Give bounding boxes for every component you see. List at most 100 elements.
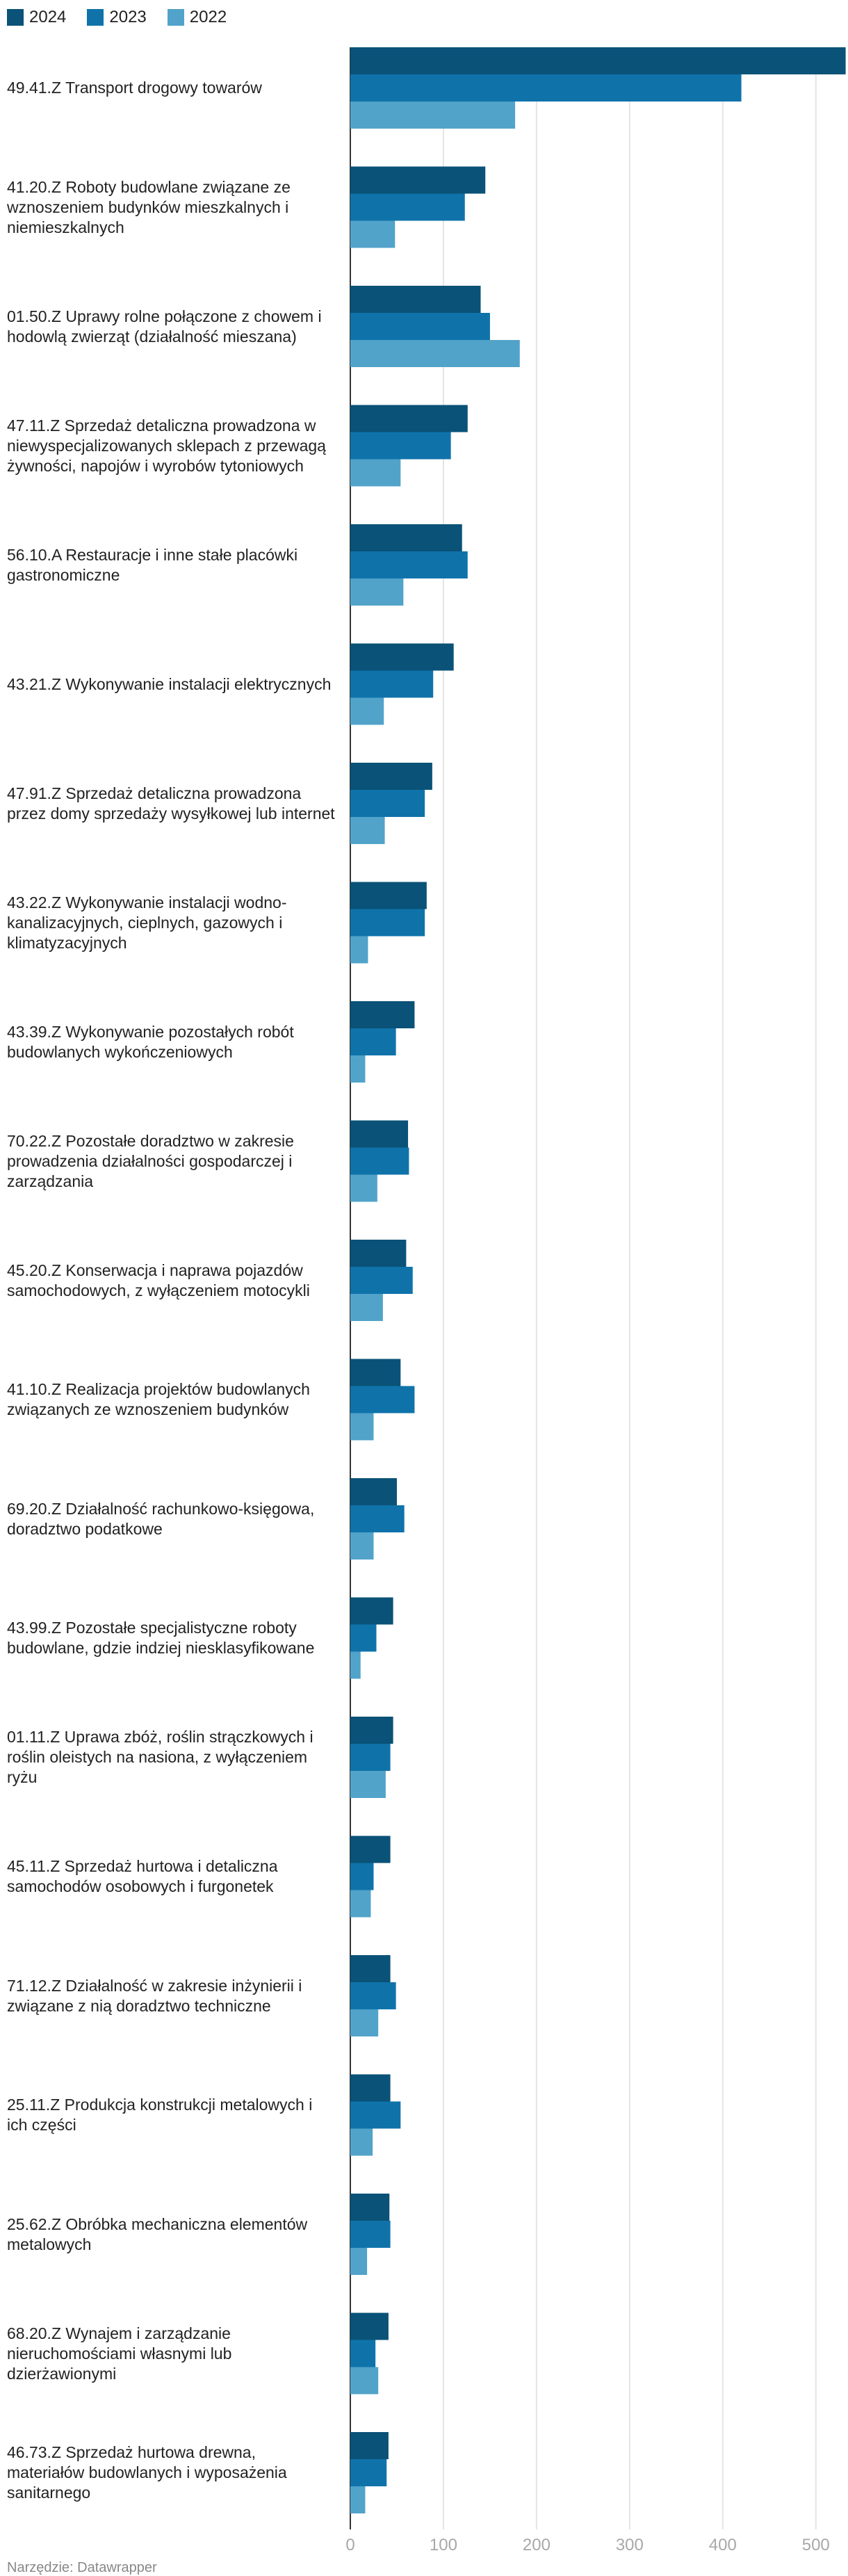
bar-2023 [350,2221,391,2248]
category-label: 01.11.Z Uprawa zbóż, roślin strączkowych… [7,1728,313,1786]
bar-2023 [350,313,490,340]
category-label: 47.91.Z Sprzedaż detaliczna prowadzona p… [7,784,335,823]
bar-2023 [350,1863,374,1890]
bar-2022 [350,1771,386,1798]
category-label: 69.20.Z Działalność rachunkowo-księgowa,… [7,1499,315,1538]
bar-2022 [350,578,404,606]
category-label: 70.22.Z Pozostałe doradztwo w zakresie p… [7,1131,294,1190]
bar-2023 [350,1624,377,1652]
category-label: 25.62.Z Obróbka mechaniczna elementów me… [7,2214,308,2253]
bar-2022 [350,459,401,487]
bar-2024 [350,166,486,194]
bar-2024 [350,2194,390,2221]
bar-2024 [350,286,481,313]
category-label: 45.20.Z Konserwacja i naprawa pojazdów s… [7,1261,310,1299]
bar-2024 [350,1120,409,1148]
category-label: 43.22.Z Wykonywanie instalacji wodno-kan… [7,893,287,952]
bar-2022 [350,1413,374,1441]
x-tick-label: 0 [345,2536,354,2554]
category-label: 43.21.Z Wykonywanie instalacji elektrycz… [7,674,332,693]
bar-2022 [350,2248,368,2275]
bar-2022 [350,2009,379,2036]
bar-2023 [350,74,742,102]
bar-2024 [350,2432,389,2459]
bar-2024 [350,1836,391,1863]
x-tick-label: 300 [616,2536,644,2554]
category-label: 25.11.Z Produkcja konstrukcji metalowych… [7,2096,313,2134]
x-tick-label: 500 [802,2536,830,2554]
bar-2022 [350,1174,377,1202]
category-label: 49.41.Z Transport drogowy towarów [7,79,262,97]
bar-2023 [350,551,468,578]
bar-2022 [350,1055,366,1083]
bar-2024 [350,1478,397,1505]
bar-2022 [350,1890,371,1918]
category-label: 71.12.Z Działalność w zakresie inżynieri… [7,1976,302,2015]
x-tick-label: 400 [709,2536,737,2554]
legend-swatch [167,9,184,26]
bar-2024 [350,763,432,790]
bar-2024 [350,882,427,909]
x-tick-label: 200 [523,2536,551,2554]
bar-2022 [350,936,368,964]
category-label: 43.39.Z Wykonywanie pozostałych robót bu… [7,1022,294,1061]
legend-swatch [7,9,24,26]
bar-2023 [350,790,425,817]
bar-2022 [350,1651,361,1679]
bar-2023 [350,1386,415,1413]
bar-2023 [350,432,451,460]
category-label: 46.73.Z Sprzedaż hurtowa drewna, materia… [7,2443,287,2502]
bar-2023 [350,1505,405,1532]
x-tick-label: 100 [430,2536,457,2554]
bar-2023 [350,1147,409,1175]
bar-2024 [350,1717,393,1744]
bar-2023 [350,1982,396,2009]
bar-2024 [350,1240,407,1267]
bar-2022 [350,697,384,725]
legend-item-2022: 2022 [167,8,227,27]
bar-2023 [350,2101,401,2129]
bar-2022 [350,2128,373,2156]
bar-2023 [350,1267,413,1294]
bar-2023 [350,193,465,221]
category-label: 43.99.Z Pozostałe specjalistyczne roboty… [7,1619,315,1657]
bar-2022 [350,817,385,844]
bar-2022 [350,102,516,129]
legend: 2024 2023 2022 [7,7,227,28]
category-label: 41.20.Z Roboty budowlane związane ze wzn… [7,177,291,236]
bar-2022 [350,2367,379,2395]
bar-2022 [350,1532,374,1560]
category-label: 47.11.Z Sprzedaż detaliczna prowadzona w… [7,416,326,475]
bar-2024 [350,405,468,432]
bar-2024 [350,1955,391,1982]
bar-2022 [350,2486,366,2513]
bar-2022 [350,340,520,367]
bar-2023 [350,2340,376,2367]
bar-2024 [350,1359,401,1386]
source-note: Narzędzie: Datawrapper [7,2560,157,2575]
category-label: 45.11.Z Sprzedaż hurtowa i detaliczna sa… [7,1857,278,1895]
bar-2023 [350,2459,387,2486]
legend-item-2023: 2023 [87,8,147,27]
category-label: 56.10.A Restauracje i inne stałe placówk… [7,545,298,584]
bar-2024 [350,1597,393,1625]
legend-item-2024: 2024 [7,8,66,27]
bar-2024 [350,2312,389,2340]
bar-2022 [350,1294,383,1321]
bar-2023 [350,1028,396,1055]
bar-2023 [350,670,434,698]
bar-2023 [350,1744,391,1771]
legend-swatch [87,9,104,26]
bar-2022 [350,220,396,248]
legend-label: 2023 [109,8,147,26]
legend-label: 2022 [189,8,227,26]
category-label: 01.50.Z Uprawy rolne połączone z chowem … [7,307,322,346]
bar-2024 [350,47,846,74]
bar-2024 [350,524,462,551]
legend-label: 2024 [29,8,67,26]
bar-2023 [350,909,425,937]
bar-2024 [350,1001,415,1028]
bar-2024 [350,643,454,671]
category-label: 68.20.Z Wynajem i zarządzanie nieruchomo… [7,2324,232,2383]
